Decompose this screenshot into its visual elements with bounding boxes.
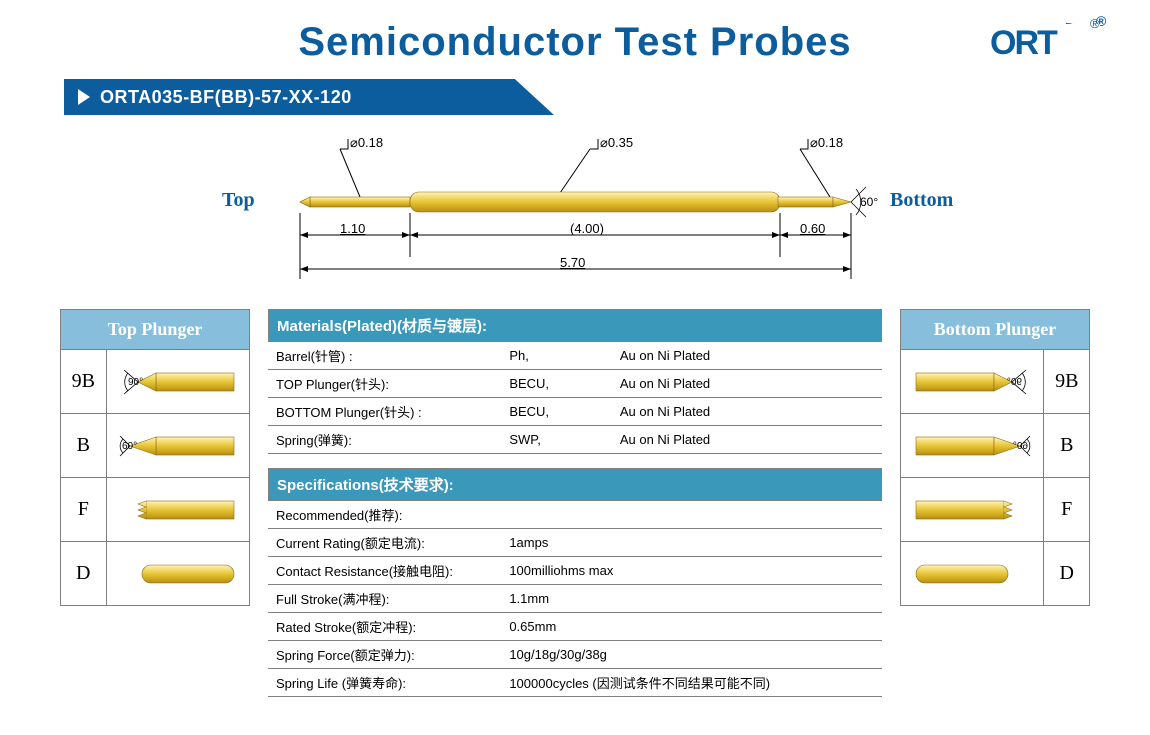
tip-code: D [1044,542,1090,606]
cell: Au on Ni Plated [612,398,882,426]
dia-barrel: ⌀0.35 [600,135,633,151]
lower-grid: Top Plunger 9B 90°B 60°F [60,309,1090,697]
tip-icon: 90° [901,350,1044,414]
cell: SWP, [501,426,612,454]
top-plunger-table: Top Plunger 9B 90°B 60°F [60,309,250,606]
top-plunger-row: 9B 90° [61,350,250,414]
tip-code: F [1044,478,1090,542]
tip-icon [901,542,1044,606]
bottom-plunger-table: Bottom Plunger 90° 9B 60° B [900,309,1090,606]
cell: 1.1mm [501,585,882,613]
cell: 100milliohms max [501,557,882,585]
len-total: 5.70 [560,255,585,270]
cell: Spring Force(额定弹力): [268,641,501,669]
tip-icon [901,478,1044,542]
table-row: Current Rating(额定电流):1amps [268,529,882,557]
datasheet-page: Semiconductor Test Probes ® [0,0,1150,735]
bottom-label: Bottom [890,189,953,212]
partno-banner: ORTA035-BF(BB)-57-XX-120 [60,79,1090,115]
cell: TOP Plunger(针头): [268,370,501,398]
dia-top: ⌀0.18 [350,135,383,151]
cell [501,501,882,529]
cell: Current Rating(额定电流): [268,529,501,557]
table-row: Spring Force(额定弹力):10g/18g/30g/38g [268,641,882,669]
cell: BOTTOM Plunger(针头) : [268,398,501,426]
bottom-plunger-row: 90° 9B [901,350,1090,414]
top-label: Top [222,189,255,212]
tip-icon: 60° [901,414,1044,478]
bottom-plunger-row: D [901,542,1090,606]
tip-code: B [1044,414,1090,478]
tip-code: 9B [61,350,107,414]
cell: 0.65mm [501,613,882,641]
tip-icon: 60° [106,414,250,478]
len-bottom: 0.60 [800,221,825,236]
materials-section: Materials(Plated)(材质与镀层): Barrel(针管) :Ph… [268,309,882,454]
dia-bottom: ⌀0.18 [810,135,843,151]
svg-text:60°: 60° [122,441,137,452]
cell: BECU, [501,398,612,426]
top-plunger-row: D [61,542,250,606]
tip-icon [106,478,250,542]
play-icon [78,89,90,105]
table-row: Full Stroke(满冲程):1.1mm [268,585,882,613]
tip-code: D [61,542,107,606]
cell: Spring(弹簧): [268,426,501,454]
probe-diagram: Top Bottom ⌀0.18 ⌀0.35 ⌀0.18 [60,129,1090,299]
cell: Au on Ni Plated [612,342,882,370]
materials-header: Materials(Plated)(材质与镀层): [268,309,882,341]
bottom-plunger-header: Bottom Plunger [901,310,1090,350]
tip-icon: 90° [106,350,250,414]
table-row: Barrel(针管) :Ph,Au on Ni Plated [268,342,882,370]
cell: 1amps [501,529,882,557]
svg-text:®: ® [1090,16,1100,31]
cell: Au on Ni Plated [612,370,882,398]
table-row: TOP Plunger(针头):BECU,Au on Ni Plated [268,370,882,398]
cell: Spring Life (弹簧寿命): [268,669,501,697]
top-plunger-header: Top Plunger [61,310,250,350]
cell: Ph, [501,342,612,370]
part-number: ORTA035-BF(BB)-57-XX-120 [100,87,352,108]
len-barrel: (4.00) [570,221,604,236]
tip-code: 9B [1044,350,1090,414]
table-row: Recommended(推荐): [268,501,882,529]
cell: BECU, [501,370,612,398]
tip-code: B [61,414,107,478]
table-row: Spring Life (弹簧寿命):100000cycles (因测试条件不同… [268,669,882,697]
materials-table: Barrel(针管) :Ph,Au on Ni PlatedTOP Plunge… [268,341,882,454]
specs-table: Recommended(推荐):Current Rating(额定电流):1am… [268,500,882,697]
center-column: Materials(Plated)(材质与镀层): Barrel(针管) :Ph… [268,309,882,697]
table-row: BOTTOM Plunger(针头) :BECU,Au on Ni Plated [268,398,882,426]
bottom-plunger-row: F [901,478,1090,542]
cell: Rated Stroke(额定冲程): [268,613,501,641]
tip-icon [106,542,250,606]
bottom-plunger-row: 60° B [901,414,1090,478]
cell: 100000cycles (因测试条件不同结果可能不同) [501,669,882,697]
title-row: Semiconductor Test Probes ® [60,20,1090,65]
cell: Barrel(针管) : [268,342,501,370]
table-row: Contact Resistance(接触电阻):100milliohms ma… [268,557,882,585]
cell: Au on Ni Plated [612,426,882,454]
cell: 10g/18g/30g/38g [501,641,882,669]
svg-text:60°: 60° [1013,441,1028,452]
cell: Full Stroke(满冲程): [268,585,501,613]
diagram-svg [60,129,1090,299]
bottom-angle: 60° [860,195,878,209]
table-row: Spring(弹簧):SWP,Au on Ni Plated [268,426,882,454]
page-title: Semiconductor Test Probes [298,20,851,65]
brand-logo: ® ORT ® [990,14,1110,69]
svg-text:90°: 90° [1007,377,1022,388]
top-plunger-row: F [61,478,250,542]
specs-header: Specifications(技术要求): [268,468,882,500]
table-row: Rated Stroke(额定冲程):0.65mm [268,613,882,641]
logo-text: ORT [990,24,1058,62]
svg-text:90°: 90° [128,377,143,388]
cell: Contact Resistance(接触电阻): [268,557,501,585]
tip-code: F [61,478,107,542]
len-top: 1.10 [340,221,365,236]
specs-section: Specifications(技术要求): Recommended(推荐):Cu… [268,468,882,697]
cell: Recommended(推荐): [268,501,501,529]
top-plunger-row: B 60° [61,414,250,478]
